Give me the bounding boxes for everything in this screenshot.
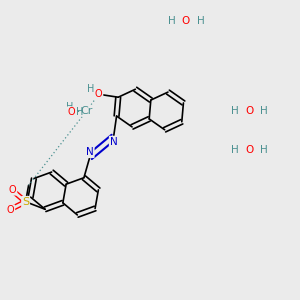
Text: H: H: [168, 16, 176, 26]
Text: O: O: [245, 145, 253, 155]
Text: O: O: [95, 89, 103, 99]
Text: H: H: [231, 145, 239, 155]
Text: H: H: [87, 84, 94, 94]
Text: O: O: [245, 106, 253, 116]
Text: H: H: [66, 102, 73, 112]
Text: N: N: [86, 147, 94, 157]
Text: O: O: [9, 185, 16, 195]
Text: N: N: [110, 136, 117, 147]
Text: H: H: [260, 106, 267, 116]
Text: O: O: [7, 205, 14, 215]
Text: H: H: [260, 145, 267, 155]
Text: S: S: [22, 197, 29, 207]
Text: O: O: [68, 107, 75, 117]
Text: H: H: [196, 16, 204, 26]
Text: O: O: [182, 16, 190, 26]
Text: Cr: Cr: [80, 106, 93, 116]
Text: H: H: [76, 107, 83, 117]
Text: H: H: [231, 106, 239, 116]
